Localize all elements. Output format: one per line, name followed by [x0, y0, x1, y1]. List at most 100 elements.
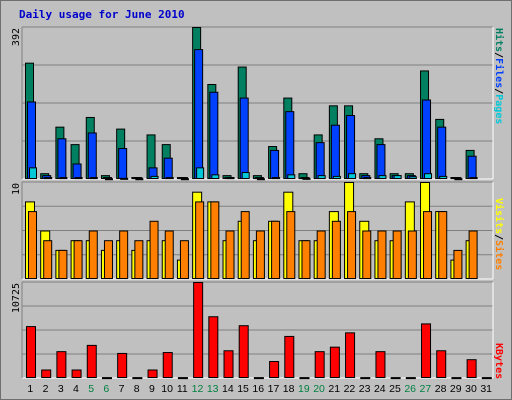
pages-bar [469, 177, 478, 180]
x-tick-label: 21 [328, 383, 340, 395]
sites-bar [286, 211, 296, 280]
legend-visits: Visits [493, 198, 505, 234]
kbytes-bar [253, 377, 264, 380]
sites-bar [195, 201, 205, 279]
legend-sites: Sites [493, 240, 505, 270]
pages-bar [439, 175, 448, 180]
sites-bar [58, 249, 68, 279]
files-bar [194, 49, 204, 180]
files-bar [72, 163, 82, 179]
x-tick-label: 28 [435, 383, 447, 395]
files-bar [285, 111, 295, 179]
files-bar [163, 157, 173, 179]
pages-bar [165, 177, 174, 180]
pages-bar [454, 178, 463, 181]
kbytes-bar [329, 346, 340, 378]
kbytes-bar [238, 325, 249, 378]
sites-bar [316, 230, 326, 279]
pages-bar [393, 175, 402, 180]
sites-bar [423, 211, 433, 280]
sites-bar [453, 249, 463, 279]
pages-bar [256, 178, 265, 181]
x-tick-label: 11 [177, 383, 188, 395]
pages-bar [408, 176, 417, 180]
files-bar [27, 101, 36, 179]
files-bar [346, 115, 356, 179]
pages-bar [302, 177, 311, 180]
x-tick-label: 19 [298, 383, 310, 395]
pages-bar [211, 174, 220, 180]
sites-bar [43, 240, 53, 279]
pages-bar [378, 175, 387, 180]
kbytes-bar [314, 351, 325, 378]
x-tick-label: 4 [73, 383, 79, 395]
pages-bar [180, 178, 189, 181]
kbytes-bar [466, 359, 477, 378]
pages-bar [317, 175, 326, 180]
pages-bar [272, 177, 281, 180]
kbytes-bar [177, 377, 188, 380]
pages-bar [348, 173, 357, 179]
x-tick-label: 1 [27, 383, 33, 395]
legend-pages: Pages [493, 94, 504, 124]
kbytes-bar [375, 351, 386, 378]
kbytes-bar [284, 335, 295, 379]
kbytes-bar [436, 350, 447, 378]
x-tick-label: 22 [344, 383, 356, 395]
sites-bar [271, 220, 281, 280]
legend-separator: / [493, 52, 504, 58]
pages-bar [74, 177, 83, 180]
x-tick-label: 29 [450, 383, 462, 395]
pages-bar [104, 178, 113, 181]
x-tick-label: 18 [283, 383, 295, 395]
kbytes-bar [481, 377, 492, 380]
kbytes-bar [360, 377, 371, 380]
kbytes-bar [71, 369, 82, 378]
kbytes-bar [345, 332, 356, 378]
files-bar [437, 126, 447, 179]
x-tick-label: 13 [207, 383, 219, 395]
legend-files: Files [493, 58, 505, 88]
x-tick-label: 25 [389, 383, 401, 395]
legend-separator: / [493, 234, 504, 240]
pages-bar [150, 175, 159, 180]
kbytes-bar [390, 377, 401, 380]
x-tick-label: 31 [480, 383, 492, 395]
sites-bar [73, 240, 83, 279]
sites-bar [149, 220, 159, 280]
sites-bar [103, 240, 113, 279]
files-bar [118, 147, 128, 180]
sites-bar [255, 230, 265, 279]
kbytes-bar [86, 344, 97, 379]
kbytes-bar [41, 369, 52, 378]
kbytes-bar [26, 326, 36, 379]
sites-bar [225, 230, 235, 279]
y-max-label: 10725 [11, 283, 22, 313]
y-max-label: 392 [11, 28, 22, 46]
chart-title: Daily usage for June 2010 [19, 8, 185, 21]
files-bar [330, 124, 340, 179]
pages-bar [120, 177, 129, 180]
x-tick-label: 7 [119, 383, 125, 395]
files-bar [422, 99, 432, 179]
x-tick-label: 20 [313, 383, 325, 395]
pages-bar [89, 177, 98, 180]
pages-bar [363, 177, 372, 180]
files-bar [315, 142, 325, 180]
x-tick-label: 9 [149, 383, 155, 395]
files-bar [87, 132, 97, 180]
kbytes-bar [117, 352, 128, 379]
kbytes-bar [405, 377, 416, 380]
pages-bar [196, 167, 205, 179]
sites-bar [438, 211, 448, 280]
pages-bar [29, 167, 37, 179]
kbytes-bar [223, 350, 234, 378]
files-bar [239, 97, 249, 179]
files-bar [376, 144, 386, 179]
x-tick-label: 30 [465, 383, 477, 395]
files-bar [270, 149, 280, 179]
legend-separator: / [493, 88, 504, 94]
kbytes-bar [269, 360, 280, 379]
